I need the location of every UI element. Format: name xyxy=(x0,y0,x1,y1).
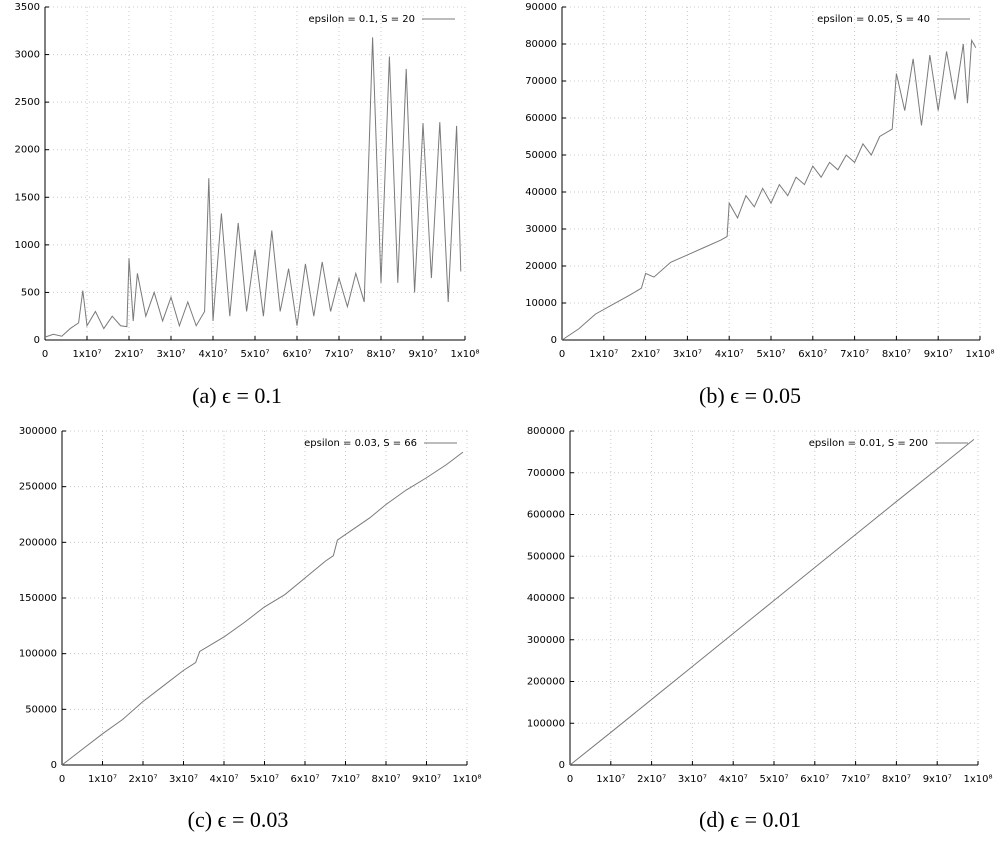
x-tick-label: 8x10⁷ xyxy=(366,349,395,360)
x-tick-label: 8x10⁷ xyxy=(882,349,911,360)
y-tick-label: 0 xyxy=(51,760,57,771)
x-tick-label: 3x10⁷ xyxy=(156,349,185,360)
x-tick-label: 5x10⁷ xyxy=(240,349,269,360)
data-line xyxy=(61,451,464,766)
y-tick-label: 0 xyxy=(34,335,40,346)
y-tick-label: 150000 xyxy=(19,593,57,604)
x-tick-label: 6x10⁷ xyxy=(282,349,311,360)
y-tick-label: 100000 xyxy=(527,718,565,729)
x-tick-label: 0 xyxy=(42,349,48,360)
x-tick-label: 1x10⁸ xyxy=(452,774,481,785)
y-tick-label: 10000 xyxy=(525,298,557,309)
y-tick-label: 600000 xyxy=(527,510,565,521)
y-tick-label: 3000 xyxy=(15,50,40,61)
x-tick-label: 7x10⁷ xyxy=(841,774,870,785)
x-tick-label: 2x10⁷ xyxy=(631,349,660,360)
x-tick-label: 8x10⁷ xyxy=(371,774,400,785)
caption: (b) ϵ = 0.05 xyxy=(699,383,801,408)
y-tick-label: 200000 xyxy=(19,537,57,548)
y-tick-label: 80000 xyxy=(525,39,557,50)
y-tick-label: 50000 xyxy=(25,704,57,715)
data-line xyxy=(561,38,977,341)
x-tick-label: 1x10⁷ xyxy=(72,349,101,360)
y-tick-label: 500 xyxy=(21,287,40,298)
x-tick-label: 3x10⁷ xyxy=(673,349,702,360)
x-tick-label: 9x10⁷ xyxy=(408,349,437,360)
y-tick-label: 1000 xyxy=(15,240,40,251)
x-tick-label: 7x10⁷ xyxy=(840,349,869,360)
x-tick-label: 4x10⁷ xyxy=(715,349,744,360)
y-tick-label: 30000 xyxy=(525,224,557,235)
x-tick-label: 9x10⁷ xyxy=(924,349,953,360)
legend-label: epsilon = 0.03, S = 66 xyxy=(304,438,417,449)
x-tick-label: 7x10⁷ xyxy=(324,349,353,360)
data-line xyxy=(44,37,462,338)
x-tick-label: 1x10⁸ xyxy=(450,349,479,360)
x-tick-label: 6x10⁷ xyxy=(290,774,319,785)
caption: (d) ϵ = 0.01 xyxy=(699,807,801,832)
x-tick-label: 3x10⁷ xyxy=(678,774,707,785)
x-tick-label: 6x10⁷ xyxy=(800,774,829,785)
x-tick-label: 9x10⁷ xyxy=(412,774,441,785)
x-tick-label: 5x10⁷ xyxy=(759,774,788,785)
legend-label: epsilon = 0.1, S = 20 xyxy=(308,14,415,25)
x-tick-label: 8x10⁷ xyxy=(882,774,911,785)
x-tick-label: 1x10⁷ xyxy=(88,774,117,785)
y-tick-label: 3500 xyxy=(15,2,40,13)
data-line xyxy=(569,438,975,766)
x-tick-label: 5x10⁷ xyxy=(756,349,785,360)
y-tick-label: 40000 xyxy=(525,187,557,198)
x-tick-label: 4x10⁷ xyxy=(198,349,227,360)
y-tick-label: 2500 xyxy=(15,97,40,108)
caption: (a) ϵ = 0.1 xyxy=(192,383,282,408)
y-tick-label: 0 xyxy=(551,335,557,346)
y-tick-label: 800000 xyxy=(527,426,565,437)
x-tick-label: 0 xyxy=(567,774,573,785)
legend-label: epsilon = 0.05, S = 40 xyxy=(817,14,930,25)
y-tick-label: 400000 xyxy=(527,593,565,604)
legend-label: epsilon = 0.01, S = 200 xyxy=(809,438,928,449)
x-tick-label: 0 xyxy=(59,774,65,785)
x-tick-label: 7x10⁷ xyxy=(331,774,360,785)
y-tick-label: 2000 xyxy=(15,145,40,156)
x-tick-label: 2x10⁷ xyxy=(637,774,666,785)
y-tick-label: 20000 xyxy=(525,261,557,272)
y-tick-label: 700000 xyxy=(527,468,565,479)
y-tick-label: 300000 xyxy=(527,635,565,646)
y-tick-label: 0 xyxy=(559,760,565,771)
y-tick-label: 1500 xyxy=(15,192,40,203)
y-tick-label: 90000 xyxy=(525,2,557,13)
x-tick-label: 4x10⁷ xyxy=(719,774,748,785)
caption: (c) ϵ = 0.03 xyxy=(188,807,289,832)
x-tick-label: 3x10⁷ xyxy=(169,774,198,785)
y-tick-label: 100000 xyxy=(19,649,57,660)
x-tick-label: 1x10⁷ xyxy=(596,774,625,785)
x-tick-label: 6x10⁷ xyxy=(798,349,827,360)
x-tick-label: 0 xyxy=(559,349,565,360)
x-tick-label: 5x10⁷ xyxy=(250,774,279,785)
x-tick-label: 1x10⁷ xyxy=(589,349,618,360)
x-tick-label: 4x10⁷ xyxy=(209,774,238,785)
y-tick-label: 300000 xyxy=(19,426,57,437)
y-tick-label: 50000 xyxy=(525,150,557,161)
x-tick-label: 1x10⁸ xyxy=(965,349,994,360)
x-tick-label: 9x10⁷ xyxy=(923,774,952,785)
y-tick-label: 250000 xyxy=(19,482,57,493)
y-tick-label: 500000 xyxy=(527,551,565,562)
y-tick-label: 60000 xyxy=(525,113,557,124)
y-tick-label: 200000 xyxy=(527,677,565,688)
x-tick-label: 1x10⁸ xyxy=(963,774,992,785)
x-tick-label: 2x10⁷ xyxy=(128,774,157,785)
x-tick-label: 2x10⁷ xyxy=(114,349,143,360)
y-tick-label: 70000 xyxy=(525,76,557,87)
